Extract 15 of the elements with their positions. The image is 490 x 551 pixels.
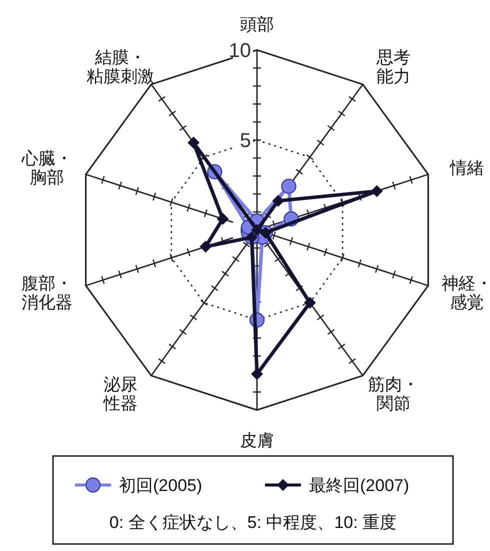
legend-label: 初回(2005) — [119, 476, 202, 495]
spoke-label: 皮膚 — [240, 431, 274, 450]
spoke-label: 泌尿性器 — [102, 374, 138, 413]
spoke-label: 筋肉・関節 — [368, 374, 420, 413]
spoke-label: 情緒 — [449, 158, 484, 178]
y-tick-label: 5 — [240, 130, 251, 152]
spoke-label: 結膜・粘膜刺激 — [86, 48, 154, 86]
spoke-label: 頭部 — [240, 15, 274, 34]
spoke-label: 思考能力 — [376, 48, 411, 86]
spoke-label: 神経・感覚 — [442, 274, 490, 312]
spoke-label: 腹部・消化器 — [21, 274, 72, 312]
legend-label: 最終回(2007) — [309, 476, 410, 495]
y-tick-label: 10 — [228, 40, 251, 62]
text: 0: 全く症状なし、5: 中程度、10: 重度 — [109, 513, 397, 532]
spoke-label: 心臓・胸部 — [20, 149, 72, 188]
